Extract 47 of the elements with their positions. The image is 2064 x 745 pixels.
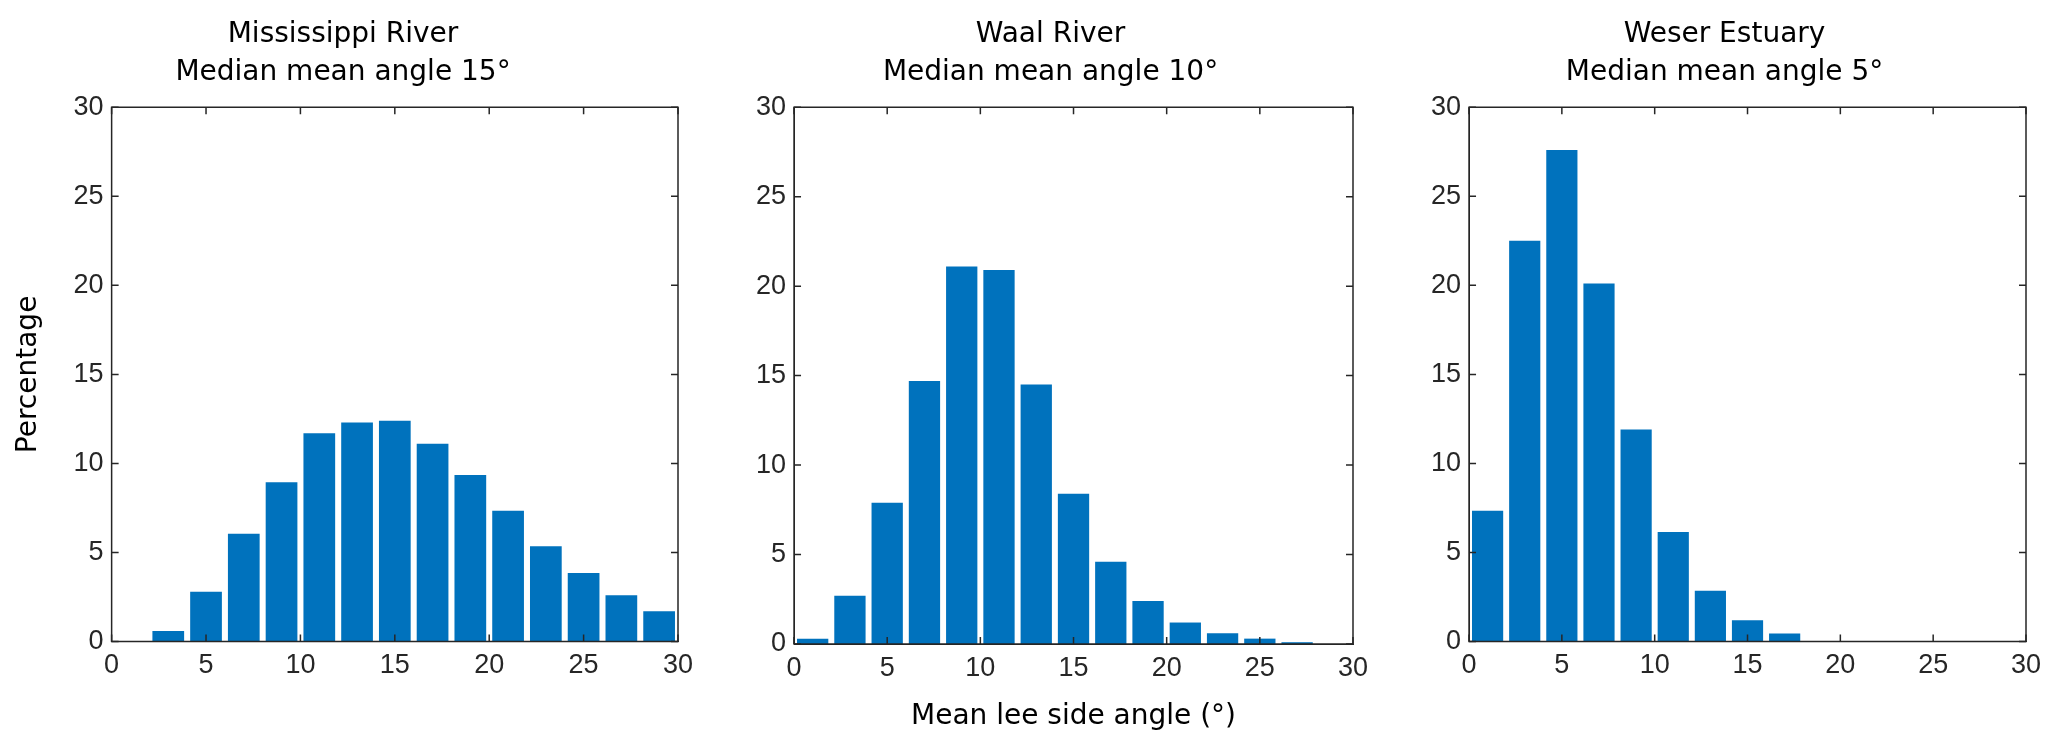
x-tick-label: 20	[1825, 649, 1856, 680]
y-tick-label: 15	[755, 359, 787, 390]
y-tick-label: 5	[1446, 535, 1462, 566]
y-tick-label: 30	[73, 90, 104, 121]
y-tick-label: 20	[1430, 268, 1462, 299]
x-tick-label: 10	[1639, 649, 1670, 680]
y-tick-label: 15	[73, 357, 104, 388]
chart-subtitle: Median mean angle 5°	[1565, 53, 1884, 87]
x-tick-label: 30	[2010, 649, 2042, 680]
y-tick-label: 25	[1430, 179, 1462, 210]
x-tick-label: 25	[1244, 651, 1275, 682]
chart-title: Waal River	[975, 16, 1126, 50]
chart-subtitle: Median mean angle 10°	[882, 53, 1219, 87]
y-tick-label: 15	[1430, 357, 1462, 388]
y-tick-label: 30	[755, 90, 787, 121]
x-tick-label: 25	[1918, 649, 1949, 680]
y-axis-title: Percentage	[10, 295, 44, 454]
y-tick-label: 0	[1446, 625, 1462, 656]
y-tick-label: 30	[1430, 90, 1462, 121]
y-tick-label: 0	[771, 627, 787, 658]
y-tick-label: 0	[88, 625, 104, 656]
x-tick-label: 15	[1058, 651, 1089, 682]
x-tick-label: 5	[1554, 649, 1570, 680]
x-tick-label: 5	[198, 649, 214, 680]
chart-title: Mississippi River	[227, 16, 459, 50]
x-tick-label: 20	[1151, 651, 1182, 682]
y-tick-label: 10	[755, 448, 787, 479]
chart-title: Weser Estuary	[1623, 16, 1826, 50]
chart-subtitle: Median mean angle 15°	[175, 53, 511, 87]
y-tick-label: 20	[73, 268, 104, 299]
y-tick-label: 25	[73, 179, 104, 210]
y-tick-label: 25	[755, 180, 787, 211]
x-tick-label: 15	[379, 649, 410, 680]
x-tick-label: 30	[1337, 651, 1369, 682]
y-tick-label: 5	[88, 535, 104, 566]
x-tick-label: 20	[474, 649, 505, 680]
y-tick-label: 10	[73, 446, 104, 477]
x-tick-label: 15	[1732, 649, 1763, 680]
x-axis-title: Mean lee side angle (°)	[911, 698, 1237, 732]
y-tick-label: 5	[771, 537, 787, 568]
x-tick-label: 5	[879, 651, 895, 682]
x-tick-label: 30	[662, 649, 694, 680]
y-tick-label: 20	[755, 269, 787, 300]
x-tick-label: 10	[965, 651, 996, 682]
x-tick-label: 10	[285, 649, 316, 680]
y-tick-label: 10	[1430, 446, 1462, 477]
x-tick-label: 25	[568, 649, 599, 680]
